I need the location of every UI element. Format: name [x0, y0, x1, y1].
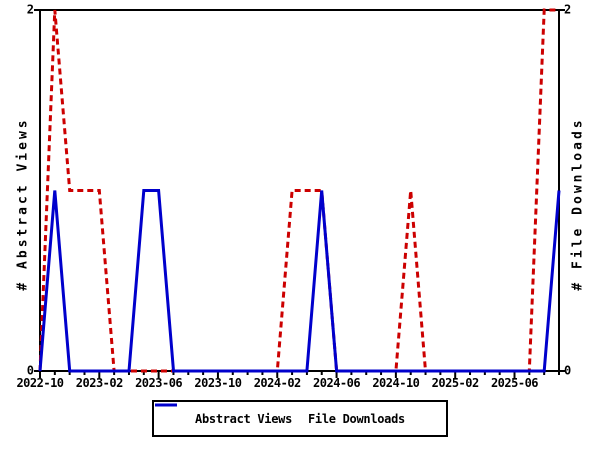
x-tick-label: 2023-06 [135, 376, 183, 390]
x-tick-label: 2025-06 [490, 376, 539, 390]
x-tick-label: 2022-10 [16, 376, 64, 390]
legend-label-abstract-views: Abstract Views [195, 411, 292, 426]
x-tick-label: 2024-10 [372, 376, 420, 390]
legend-label-file-downloads: File Downloads [308, 411, 405, 426]
series-line-file-downloads [38, 189, 561, 373]
y-left-bottom-label: 0 [26, 363, 34, 378]
series-line-abstract-views [38, 8, 559, 373]
right-axis-title: # File Downloads [570, 117, 586, 291]
legend-item-abstract-views: Abstract Views [155, 403, 292, 426]
y-right-bottom-label: 0 [564, 363, 572, 378]
x-tick-label: 2024-02 [253, 376, 302, 390]
legend-box: Abstract Views File Downloads [152, 400, 448, 437]
legend-item-file-downloads: File Downloads [155, 403, 405, 426]
left-axis-title: # Abstract Views [15, 117, 31, 291]
legend-solid-line-sample-icon [155, 403, 177, 407]
y-left-top-label: 2 [26, 2, 34, 17]
x-tick-label: 2024-06 [313, 376, 361, 390]
x-tick-label: 2023-02 [75, 376, 124, 390]
x-tick-label: 2025-02 [431, 376, 480, 390]
y-right-top-label: 2 [564, 2, 572, 17]
x-tick-label: 2023-10 [194, 376, 242, 390]
